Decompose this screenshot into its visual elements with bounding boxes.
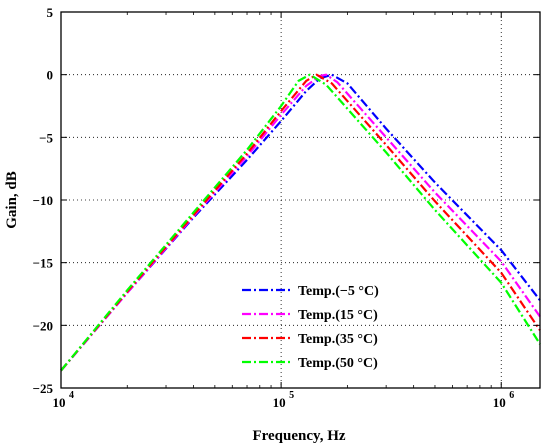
y-tick-label: −25 <box>33 381 54 396</box>
series-lines <box>60 73 541 372</box>
x-axis-title: Frequency, Hz <box>252 428 345 444</box>
y-axis-title: Gain, dB <box>4 171 20 229</box>
legend-label-1: Temp.(15 °C) <box>298 308 378 323</box>
y-tick-label: 0 <box>47 68 54 83</box>
y-tick-label: −10 <box>33 193 53 208</box>
legend-label-0: Temp.(−5 °C) <box>298 284 379 299</box>
x-tick-label: 10 <box>273 395 286 410</box>
y-tick-labels: 5 0 −5 −10 −15 −20 −25 <box>33 5 54 396</box>
series-line-2 <box>60 73 541 372</box>
x-tick-label: 10 <box>493 395 506 410</box>
x-tick-exponent: 6 <box>509 390 514 401</box>
x-tick-exponent: 5 <box>289 390 294 401</box>
x-tick-label: 10 <box>53 395 66 410</box>
y-tick-label: 5 <box>47 5 54 20</box>
legend-label-3: Temp.(50 °C) <box>298 356 378 371</box>
y-tick-label: −20 <box>33 318 53 333</box>
x-tick-exponent: 4 <box>69 390 74 401</box>
grid <box>61 12 540 388</box>
x-tick-labels: 10 4 10 5 10 6 <box>53 390 515 410</box>
legend-label-2: Temp.(35 °C) <box>298 332 378 347</box>
y-tick-label: −15 <box>33 256 54 271</box>
plot-background <box>61 12 540 388</box>
axis-ticks <box>60 11 540 389</box>
series-line-3 <box>60 73 541 372</box>
legend: Temp.(−5 °C) Temp.(15 °C) Temp.(35 °C) Temp… <box>242 284 379 371</box>
y-tick-label: −5 <box>39 130 53 145</box>
